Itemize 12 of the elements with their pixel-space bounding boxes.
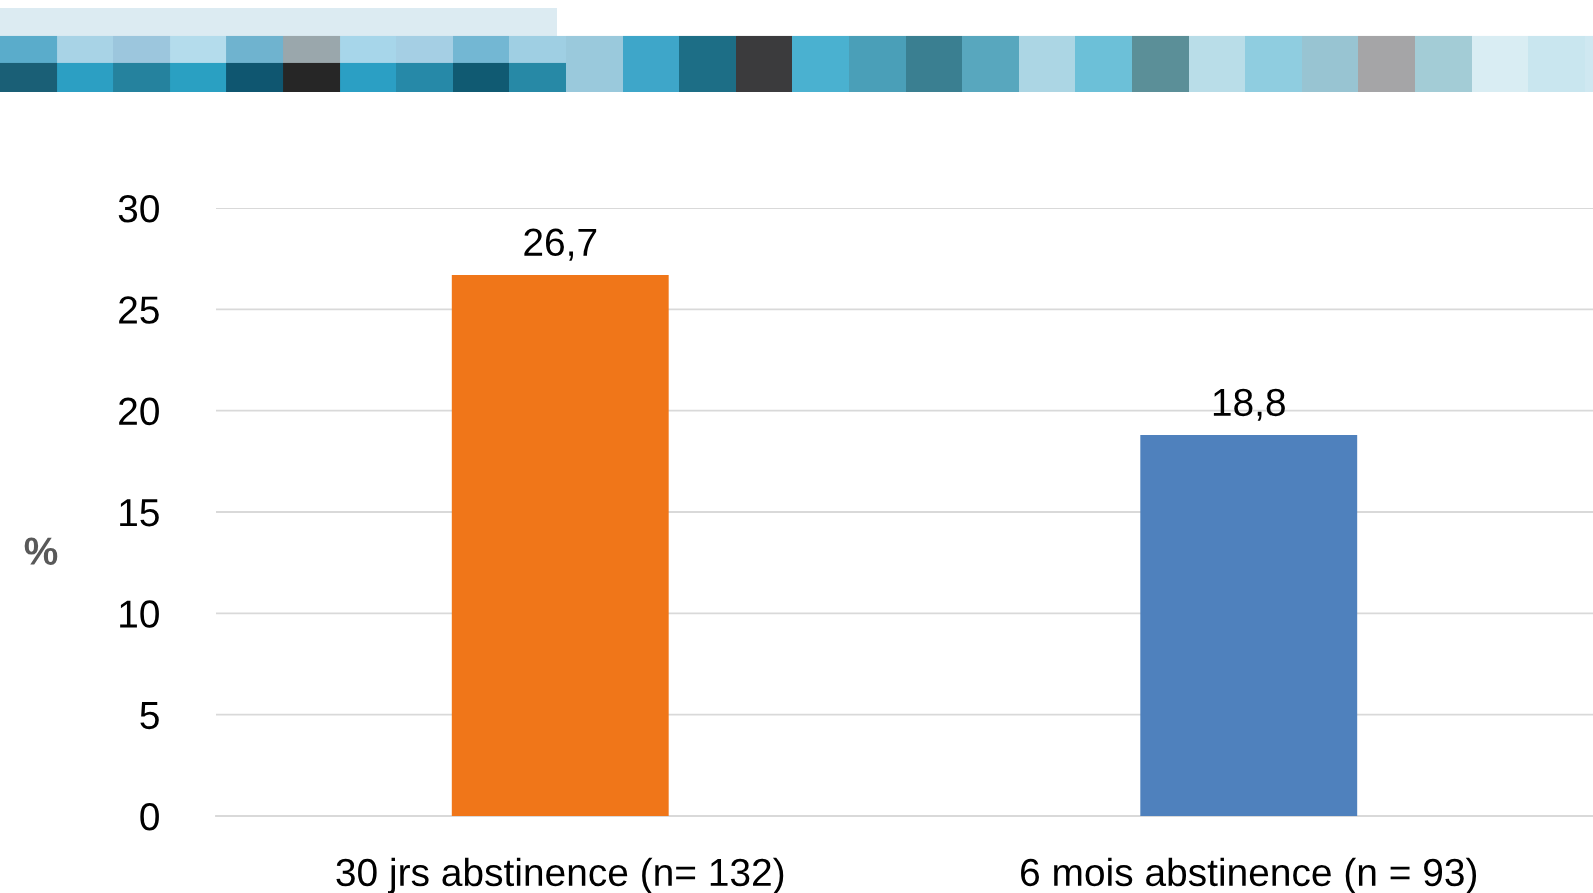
y-tick-label: 10 xyxy=(120,600,159,628)
y-tick-label: 0 xyxy=(140,802,159,831)
y-tick-label: 5 xyxy=(140,702,159,730)
x-tick-label: 30 jrs abstinence (n= 132) xyxy=(336,857,784,893)
y-axis-title: % xyxy=(24,537,58,565)
y-tick-label: 30 xyxy=(118,194,159,223)
data-label: 26,7 xyxy=(524,228,597,261)
y-tick-label: 20 xyxy=(119,397,159,426)
x-tick-label: 6 mois abstinence (n = 93) xyxy=(1021,857,1477,893)
y-tick-label: 15 xyxy=(120,499,159,527)
y-tick-label: 25 xyxy=(119,296,159,324)
data-label: 18,8 xyxy=(1213,388,1285,421)
